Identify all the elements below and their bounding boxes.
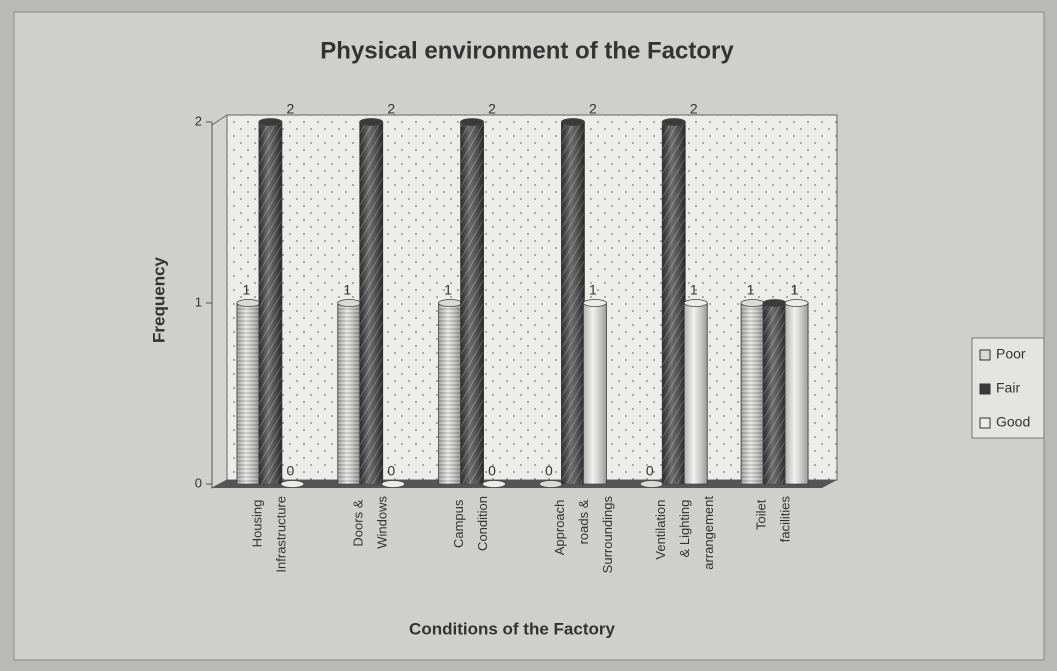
data-label: 2 <box>387 101 395 117</box>
bar <box>438 299 462 485</box>
bar <box>337 299 362 485</box>
data-label: 2 <box>589 101 597 117</box>
bar-cap <box>740 299 765 307</box>
bar-shade <box>236 303 260 484</box>
data-label: 1 <box>791 282 799 298</box>
bar-shade <box>583 303 607 484</box>
bar <box>280 480 305 488</box>
x-tick-label: Ventilation & Lighting arrangement <box>653 496 716 570</box>
bar-shade <box>785 303 809 484</box>
data-label: 1 <box>444 282 452 298</box>
legend-label: Poor <box>996 346 1026 362</box>
x-tick-label: Campus Condition <box>452 496 491 551</box>
data-label: 0 <box>287 463 295 479</box>
bar <box>258 118 283 485</box>
side-wall <box>211 114 228 489</box>
y-tick-label: 0 <box>195 475 202 490</box>
data-label: 1 <box>243 282 251 298</box>
bar-cap <box>639 480 664 488</box>
data-label: 0 <box>545 463 553 479</box>
legend-label: Fair <box>996 380 1020 396</box>
bar <box>236 299 261 485</box>
bar-shade <box>359 122 383 484</box>
bar-shade <box>337 303 361 484</box>
bar-cap <box>583 299 607 307</box>
bar-cap <box>784 299 809 307</box>
legend-label: Good <box>996 414 1030 430</box>
y-tick-label: 2 <box>195 113 202 128</box>
bar <box>661 118 686 485</box>
data-label: 2 <box>488 101 496 117</box>
bar-cap <box>762 299 787 307</box>
bar <box>583 299 607 485</box>
x-tick-label: Approach roads & Surroundings <box>552 496 615 574</box>
legend-swatch <box>979 417 991 429</box>
bar <box>639 480 664 488</box>
data-label: 0 <box>646 463 654 479</box>
bar-shade <box>460 122 484 484</box>
bar-shade <box>258 122 282 484</box>
data-label: 1 <box>343 282 351 298</box>
x-axis-label: Conditions of the Factory <box>409 619 615 638</box>
bar-cap <box>539 480 563 488</box>
y-tick-label: 1 <box>195 294 202 309</box>
bar-cap <box>381 480 406 488</box>
data-label: 0 <box>387 463 395 479</box>
x-tick-label: Doors & Windows <box>351 496 390 549</box>
bar <box>359 118 384 485</box>
data-label: 1 <box>791 282 799 298</box>
bar <box>482 480 506 488</box>
plot-area <box>226 114 838 481</box>
bar <box>460 118 484 485</box>
bar-cap <box>236 299 261 307</box>
bar-cap <box>280 480 305 488</box>
bar <box>381 480 406 488</box>
data-label: 2 <box>287 101 295 117</box>
bar-shade <box>438 303 462 484</box>
bar <box>762 299 787 485</box>
bar-cap <box>561 118 585 126</box>
bar-cap <box>359 118 384 126</box>
bar <box>784 299 809 485</box>
bar-shade <box>741 303 765 484</box>
chart-title: Physical environment of the Factory <box>320 37 734 64</box>
x-tick-label: Housing Infrastructure <box>250 496 289 573</box>
bar-shade <box>763 303 787 484</box>
bar <box>539 480 563 488</box>
bar-cap <box>482 480 506 488</box>
data-label: 2 <box>690 101 698 117</box>
bar-shade <box>561 122 585 484</box>
legend-swatch <box>979 349 991 361</box>
x-tick-label: Toilet facilities <box>754 496 793 543</box>
bar-cap <box>661 118 686 126</box>
data-label: 1 <box>690 282 698 298</box>
data-label: 0 <box>488 463 496 479</box>
bar-cap <box>258 118 283 126</box>
data-label: 1 <box>747 282 755 298</box>
data-label: 1 <box>589 282 597 298</box>
bar <box>561 118 585 485</box>
legend-swatch <box>979 383 991 395</box>
bar-cap <box>460 118 484 126</box>
bar <box>683 299 708 485</box>
bar <box>740 299 765 485</box>
bar-cap <box>337 299 362 307</box>
y-axis-label: Frequency <box>149 256 168 343</box>
bar-shade <box>684 303 708 484</box>
bar-cap <box>438 299 462 307</box>
bar-shade <box>662 122 686 484</box>
bar-cap <box>683 299 708 307</box>
